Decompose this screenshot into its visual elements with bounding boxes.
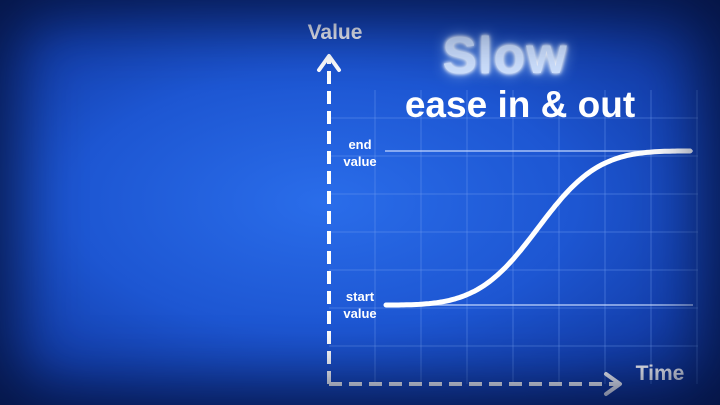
x-axis-arrowhead: [604, 372, 622, 396]
grid: [329, 90, 698, 384]
end-value-label-line2: value: [343, 154, 377, 169]
end-value-label-line1: end: [348, 137, 372, 152]
y-axis-label: Value: [307, 21, 363, 44]
ease-in-out-curve: [383, 148, 693, 308]
start-value-label-line2: value: [343, 306, 377, 321]
start-value-label: start value: [325, 288, 395, 322]
title-slow: Slow: [442, 27, 568, 85]
start-value-label-line1: start: [345, 289, 375, 304]
y-axis-arrowhead: [317, 54, 341, 72]
x-axis-label: Time: [635, 362, 685, 385]
end-value-label: end value: [325, 136, 395, 170]
title-subtitle: ease in & out: [404, 84, 636, 125]
